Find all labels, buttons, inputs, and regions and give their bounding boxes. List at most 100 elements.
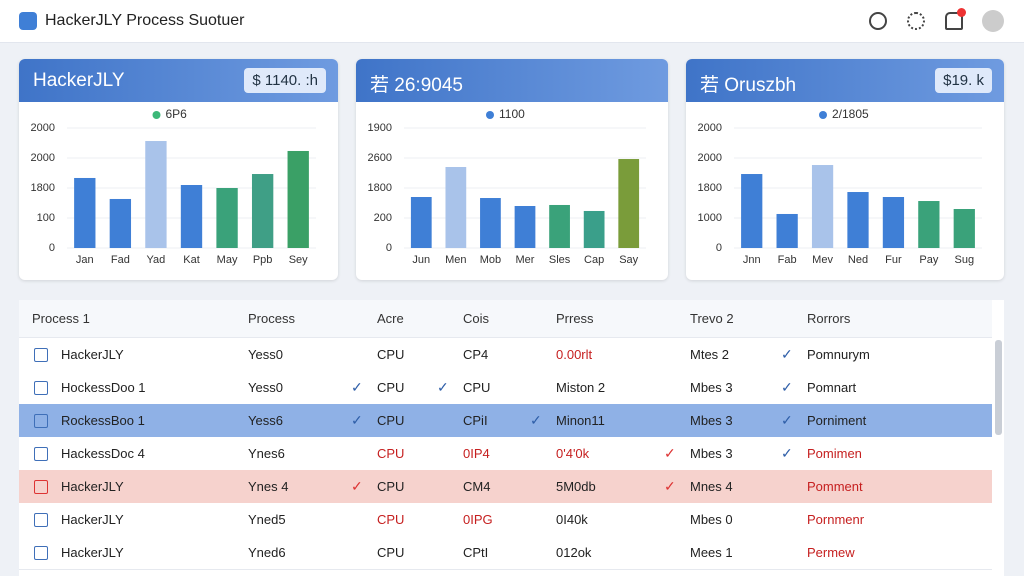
table-cell: Ynes 4: [248, 479, 289, 494]
check-mark: ✓: [530, 412, 542, 428]
bar: [583, 210, 605, 248]
table-cell: 0IP4: [463, 446, 490, 461]
table-cell: CPU: [463, 380, 491, 395]
bar: [445, 167, 467, 248]
legend-label: 2/1805: [832, 107, 869, 121]
y-tick-label: 1800: [368, 182, 392, 194]
table-row[interactable]: HackessDoc 4 Ynes6 CPU 0IP4 0'4'0k Mbes 3 Pomi…: [19, 437, 992, 471]
x-tick-label: Sey: [289, 254, 308, 266]
table-cell: CPU: [377, 380, 405, 395]
x-tick-label: Mob: [480, 254, 501, 266]
chart-card: 若 26:9045 1100 0 200 1800 2600 1900 Jun Men Mob Me…: [356, 59, 668, 280]
row-checkbox[interactable]: [34, 381, 48, 395]
card-badge: $ 1140. :h: [244, 68, 326, 93]
table-cell: RockessBoo 1: [61, 413, 145, 428]
table-cell: CPU: [377, 347, 405, 362]
table-cell: Mtes 2: [690, 347, 730, 362]
y-tick-label: 0: [386, 242, 392, 254]
bar: [811, 165, 834, 248]
table-cell: Mbes 3: [690, 413, 733, 428]
table-row[interactable]: HackerJLY Ynes 4 CPU CM4 5M0db Mnes 4 Pomment ✓…: [19, 470, 992, 504]
x-tick-label: Ppb: [253, 254, 273, 266]
bar: [410, 197, 432, 248]
table-cell: Mbes 3: [690, 380, 733, 395]
column-header: Process: [248, 311, 295, 326]
row-checkbox[interactable]: [34, 513, 48, 527]
x-tick-label: Fur: [885, 254, 902, 266]
table-cell: Porniment: [807, 413, 867, 428]
y-tick-label: 2600: [368, 152, 392, 164]
notification-icon[interactable]: [945, 12, 963, 30]
card-title: 若 Oruszbh: [700, 75, 797, 96]
card-badge: $19. k: [935, 68, 992, 93]
row-checkbox[interactable]: [34, 546, 48, 560]
x-tick-label: Ned: [848, 254, 868, 266]
table-cell: 0.00rlt: [556, 347, 593, 362]
y-tick-label: 2000: [31, 152, 55, 164]
table-cell: Pomimen: [807, 446, 862, 461]
column-header: Prress: [556, 311, 594, 326]
table-cell: CPtI: [463, 545, 489, 560]
table-row[interactable]: HockessDoo 1 Yess0 CPU CPU Miston 2 Mbes 3 Pom…: [19, 371, 992, 405]
table-cell: Yned6: [248, 545, 286, 560]
table-row[interactable]: HackerJLY Yned5 CPU 0IPG 0I40k Mbes 0 Pornmenr: [19, 503, 992, 537]
check-mark: ✓: [781, 412, 793, 428]
x-tick-label: Kat: [183, 254, 200, 266]
row-checkbox[interactable]: [34, 447, 48, 461]
table-cell: Pomment: [807, 479, 863, 494]
bar-chart: 2/1805 0 1000 1800 2000 2000 Jnn Fab Mev Ned Fur Pa…: [698, 107, 982, 266]
legend-label: 1100: [499, 107, 525, 121]
table-cell: Ynes6: [248, 446, 285, 461]
x-tick-label: Men: [445, 254, 466, 266]
settings-icon[interactable]: [907, 12, 925, 30]
bar: [514, 206, 536, 248]
row-checkbox[interactable]: [34, 414, 48, 428]
y-tick-label: 1900: [368, 122, 392, 134]
y-tick-label: 0: [716, 242, 722, 254]
bar: [847, 192, 869, 248]
table-cell: 0'4'0k: [556, 446, 590, 461]
table-cell: Pomnurym: [807, 347, 870, 362]
help-icon[interactable]: [869, 12, 887, 30]
table-row[interactable]: RockessBoo 1 Yess6 CPU CPiI Minon11 Mbes 3 Por…: [19, 404, 992, 438]
bar: [953, 209, 975, 248]
y-tick-label: 2000: [31, 122, 55, 134]
table-cell: Mees 1: [690, 545, 733, 560]
row-checkbox[interactable]: [34, 480, 48, 494]
table-cell: Mbes 3: [690, 446, 733, 461]
column-header: Cois: [463, 311, 490, 326]
row-checkbox[interactable]: [34, 348, 48, 362]
table-cell: CPU: [377, 512, 405, 527]
x-tick-label: Jun: [412, 254, 430, 266]
table-cell: Miston 2: [556, 380, 606, 395]
y-tick-label: 1800: [31, 182, 55, 194]
table-cell: Yned5: [248, 512, 286, 527]
x-tick-label: Sug: [954, 254, 974, 266]
table-cell: CPU: [377, 545, 405, 560]
column-header: Trevo 2: [690, 311, 734, 326]
check-mark: ✓: [781, 445, 793, 461]
y-tick-label: 100: [37, 212, 55, 224]
check-mark: ✓: [351, 478, 363, 494]
x-tick-label: May: [217, 254, 238, 266]
avatar[interactable]: [982, 10, 1004, 32]
table-cell: HackerJLY: [61, 479, 124, 494]
bar: [74, 177, 96, 248]
bar: [109, 198, 132, 248]
table-cell: CM4: [463, 479, 491, 494]
bar: [882, 197, 905, 248]
scrollbar[interactable]: [995, 340, 1002, 435]
x-tick-label: Say: [619, 254, 638, 266]
table-cell: CPU: [377, 446, 405, 461]
card-header: 若 Oruszbh $19. k: [686, 59, 1004, 102]
x-tick-label: Mer: [516, 254, 535, 266]
table-row[interactable]: HackerJLY Yned6 CPU CPtI 012ok Mees 1 Permew: [19, 536, 992, 570]
check-mark: ✓: [351, 379, 363, 395]
table-row[interactable]: HackerJLY Yess0 CPU CP4 0.00rlt Mtes 2 Pomnury…: [19, 338, 992, 372]
bar-chart: 6P6 0 100 1800 2000 2000 Jan Fad Yad Kat May Ppb Sey: [31, 107, 316, 266]
process-table: Process 1 Process Acre Cois Prress Trevo 2 Ror…: [19, 300, 1004, 576]
table-cell: Yess6: [248, 413, 283, 428]
bar: [145, 141, 167, 248]
y-tick-label: 2000: [698, 152, 722, 164]
